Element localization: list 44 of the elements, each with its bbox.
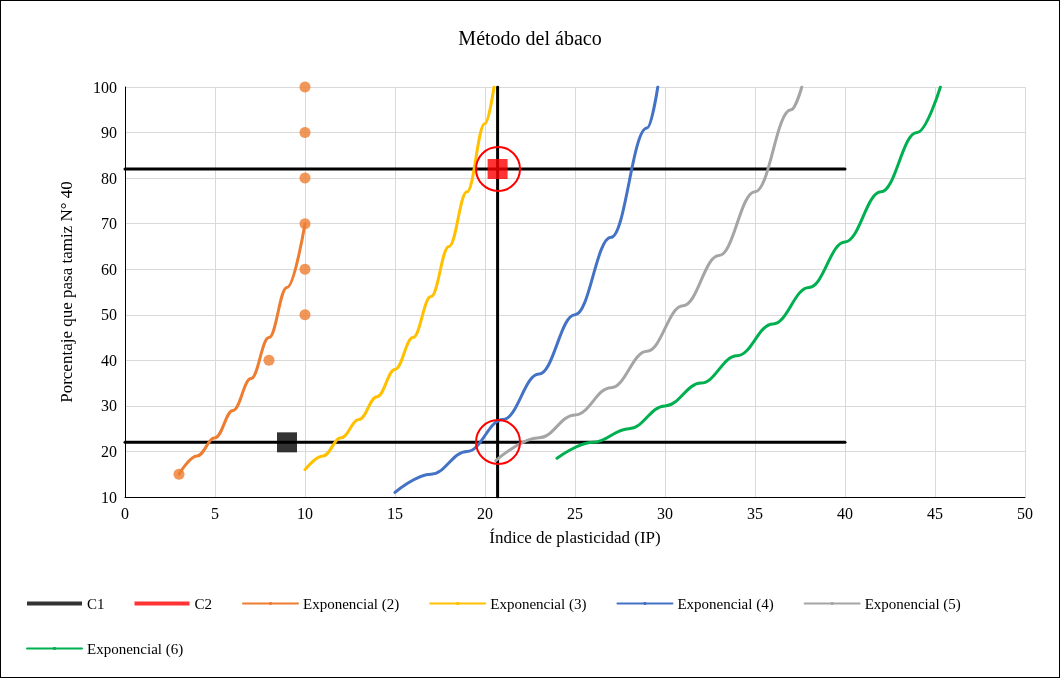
line-series	[393, 85, 660, 494]
legend-label: Exponencial (6)	[87, 640, 184, 658]
y-tick-label: 90	[101, 124, 117, 142]
x-tick-label: 10	[297, 504, 313, 522]
line-series	[494, 85, 804, 463]
x-tick-label: 35	[747, 504, 763, 522]
y-tick-label: 60	[101, 260, 117, 278]
y-tick-label: 80	[101, 169, 117, 187]
point	[299, 218, 311, 230]
x-tick-label: 30	[657, 504, 673, 522]
y-tick-label: 40	[101, 351, 117, 369]
line-series	[303, 85, 496, 472]
point	[263, 354, 275, 366]
x-tick-label: 45	[927, 504, 943, 522]
point	[299, 127, 311, 139]
point	[173, 468, 185, 480]
x-tick-label: 15	[387, 504, 403, 522]
legend-label: Exponencial (4)	[677, 595, 774, 613]
x-tick-label: 40	[837, 504, 853, 522]
legend-label: Exponencial (2)	[303, 595, 400, 613]
point	[299, 172, 311, 184]
y-tick-label: 30	[101, 397, 117, 415]
x-tick-label: 20	[477, 504, 493, 522]
y-axis-title: Porcentaje que pasa tamiz N° 40	[57, 181, 76, 403]
legend-label: C1	[87, 595, 105, 612]
point	[299, 309, 311, 321]
line-series	[555, 85, 942, 460]
point	[299, 263, 311, 275]
chart-title: Método del ábaco	[458, 27, 602, 49]
x-tick-label: 5	[211, 504, 219, 522]
legend-label: C2	[194, 595, 213, 612]
y-tick-label: 10	[101, 488, 117, 506]
x-tick-label: 50	[1017, 504, 1033, 522]
x-tick-label: 0	[121, 504, 129, 522]
point	[277, 432, 297, 453]
y-tick-label: 100	[93, 78, 117, 96]
y-tick-label: 70	[101, 215, 117, 233]
x-axis-title: Índice de plasticidad (IP)	[489, 528, 661, 547]
point	[299, 81, 311, 93]
y-tick-label: 20	[101, 442, 117, 460]
legend-label: Exponencial (5)	[864, 595, 961, 613]
x-tick-label: 25	[567, 504, 583, 522]
legend-label: Exponencial (3)	[490, 595, 587, 613]
y-tick-label: 50	[101, 306, 117, 324]
